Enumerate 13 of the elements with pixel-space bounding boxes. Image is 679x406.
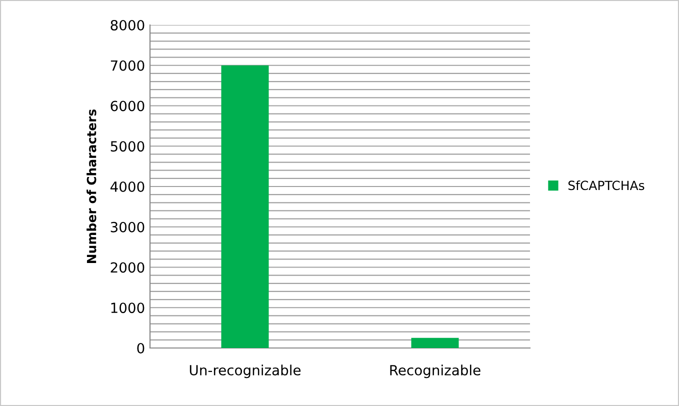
y-tick-label: 1000 — [111, 302, 144, 314]
y-tick-label: 3000 — [110, 222, 144, 232]
y-tick-label: 5000 — [110, 141, 144, 152]
y-tick-label: 7000 — [110, 60, 144, 71]
y-tick-label: 6000 — [110, 100, 144, 112]
x-tick-label: Un-recognizable — [190, 364, 301, 378]
legend-label: SfCAPTCHAs — [568, 180, 644, 190]
y-axis-title: Number of Characters — [86, 109, 96, 263]
y-tick-label: 8000 — [110, 20, 144, 30]
y-tick-label: 2000 — [110, 262, 144, 273]
y-tick-label: 4000 — [110, 181, 144, 192]
x-tick-label: Recognizable — [390, 364, 480, 378]
y-tick-label: 0 — [137, 342, 144, 354]
